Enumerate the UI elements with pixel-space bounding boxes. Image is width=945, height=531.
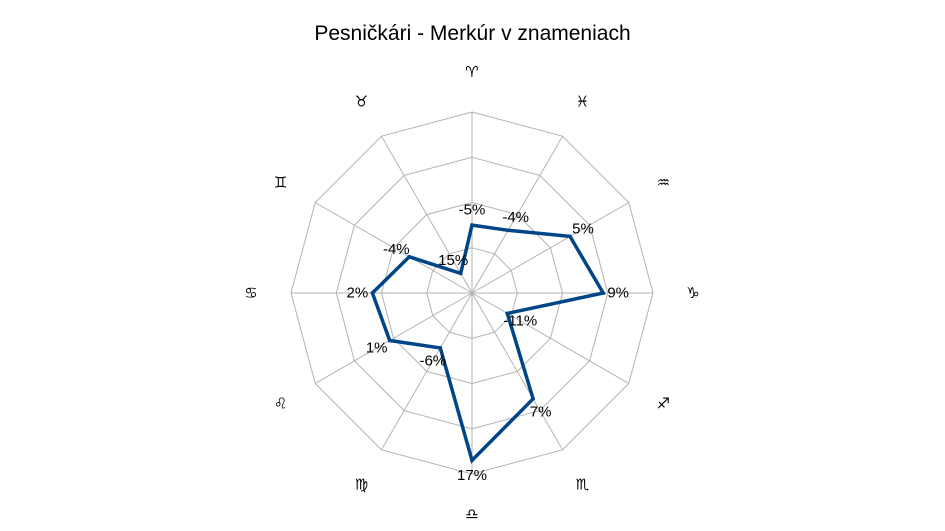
spoke-4 — [471, 292, 630, 384]
category-label-5: ♏ — [576, 475, 590, 493]
data-point-1 — [506, 228, 511, 233]
radar-grid — [290, 111, 654, 475]
data-point-7 — [438, 346, 443, 350]
spoke-2 — [471, 202, 630, 294]
radar-labels: ♈ ♓ ♒ ♑ ♐ ♏ ♎ ♍ ♌ ♋ ♊ ♉ -5% -4% 5% 9% -11% 7% 17% -6% 1% 2% -4… — [244, 63, 699, 523]
spoke-8 — [314, 292, 473, 384]
data-label-7: -6% — [419, 352, 446, 369]
spoke-7 — [381, 292, 473, 451]
data-point-2 — [568, 234, 572, 239]
category-label-9: ♋ — [244, 284, 257, 302]
category-label-8: ♌ — [274, 395, 287, 413]
data-label-9: 2% — [347, 285, 369, 302]
data-point-0 — [470, 223, 474, 227]
data-label-11: 15% — [438, 252, 468, 269]
data-point-9 — [370, 291, 375, 295]
data-point-5 — [531, 397, 535, 401]
category-label-10: ♊ — [274, 174, 287, 192]
data-label-6: 17% — [457, 467, 487, 484]
data-point-8 — [387, 338, 392, 343]
category-label-0: ♈ — [465, 63, 478, 81]
category-label-11: ♉ — [355, 93, 368, 111]
data-label-3: 9% — [607, 285, 629, 302]
data-label-10: -4% — [383, 241, 410, 258]
data-label-2: 5% — [572, 220, 594, 237]
spoke-11 — [381, 135, 473, 294]
category-label-2: ♒ — [657, 174, 670, 192]
spoke-1 — [471, 135, 563, 294]
data-label-4: -11% — [503, 312, 537, 329]
series-line-0 — [370, 223, 606, 464]
data-point-11 — [458, 271, 463, 276]
data-point-6 — [470, 458, 474, 463]
data-label-5: 7% — [530, 403, 552, 420]
data-point-4 — [505, 311, 510, 316]
category-label-4: ♐ — [657, 395, 670, 413]
spoke-5 — [471, 292, 563, 451]
data-label-0: -5% — [459, 202, 486, 219]
data-label-8: 1% — [366, 340, 388, 357]
chart-title: Pesničkári - Merkúr v znameniach — [314, 22, 631, 45]
data-point-10 — [407, 254, 412, 259]
category-label-1: ♓ — [576, 93, 589, 111]
category-label-3: ♑ — [686, 284, 699, 302]
category-label-6: ♎ — [465, 505, 478, 523]
category-label-7: ♍ — [355, 475, 368, 493]
data-label-1: -4% — [502, 209, 529, 226]
data-point-3 — [601, 291, 605, 295]
radar-series — [370, 223, 606, 464]
spoke-10 — [314, 202, 473, 294]
